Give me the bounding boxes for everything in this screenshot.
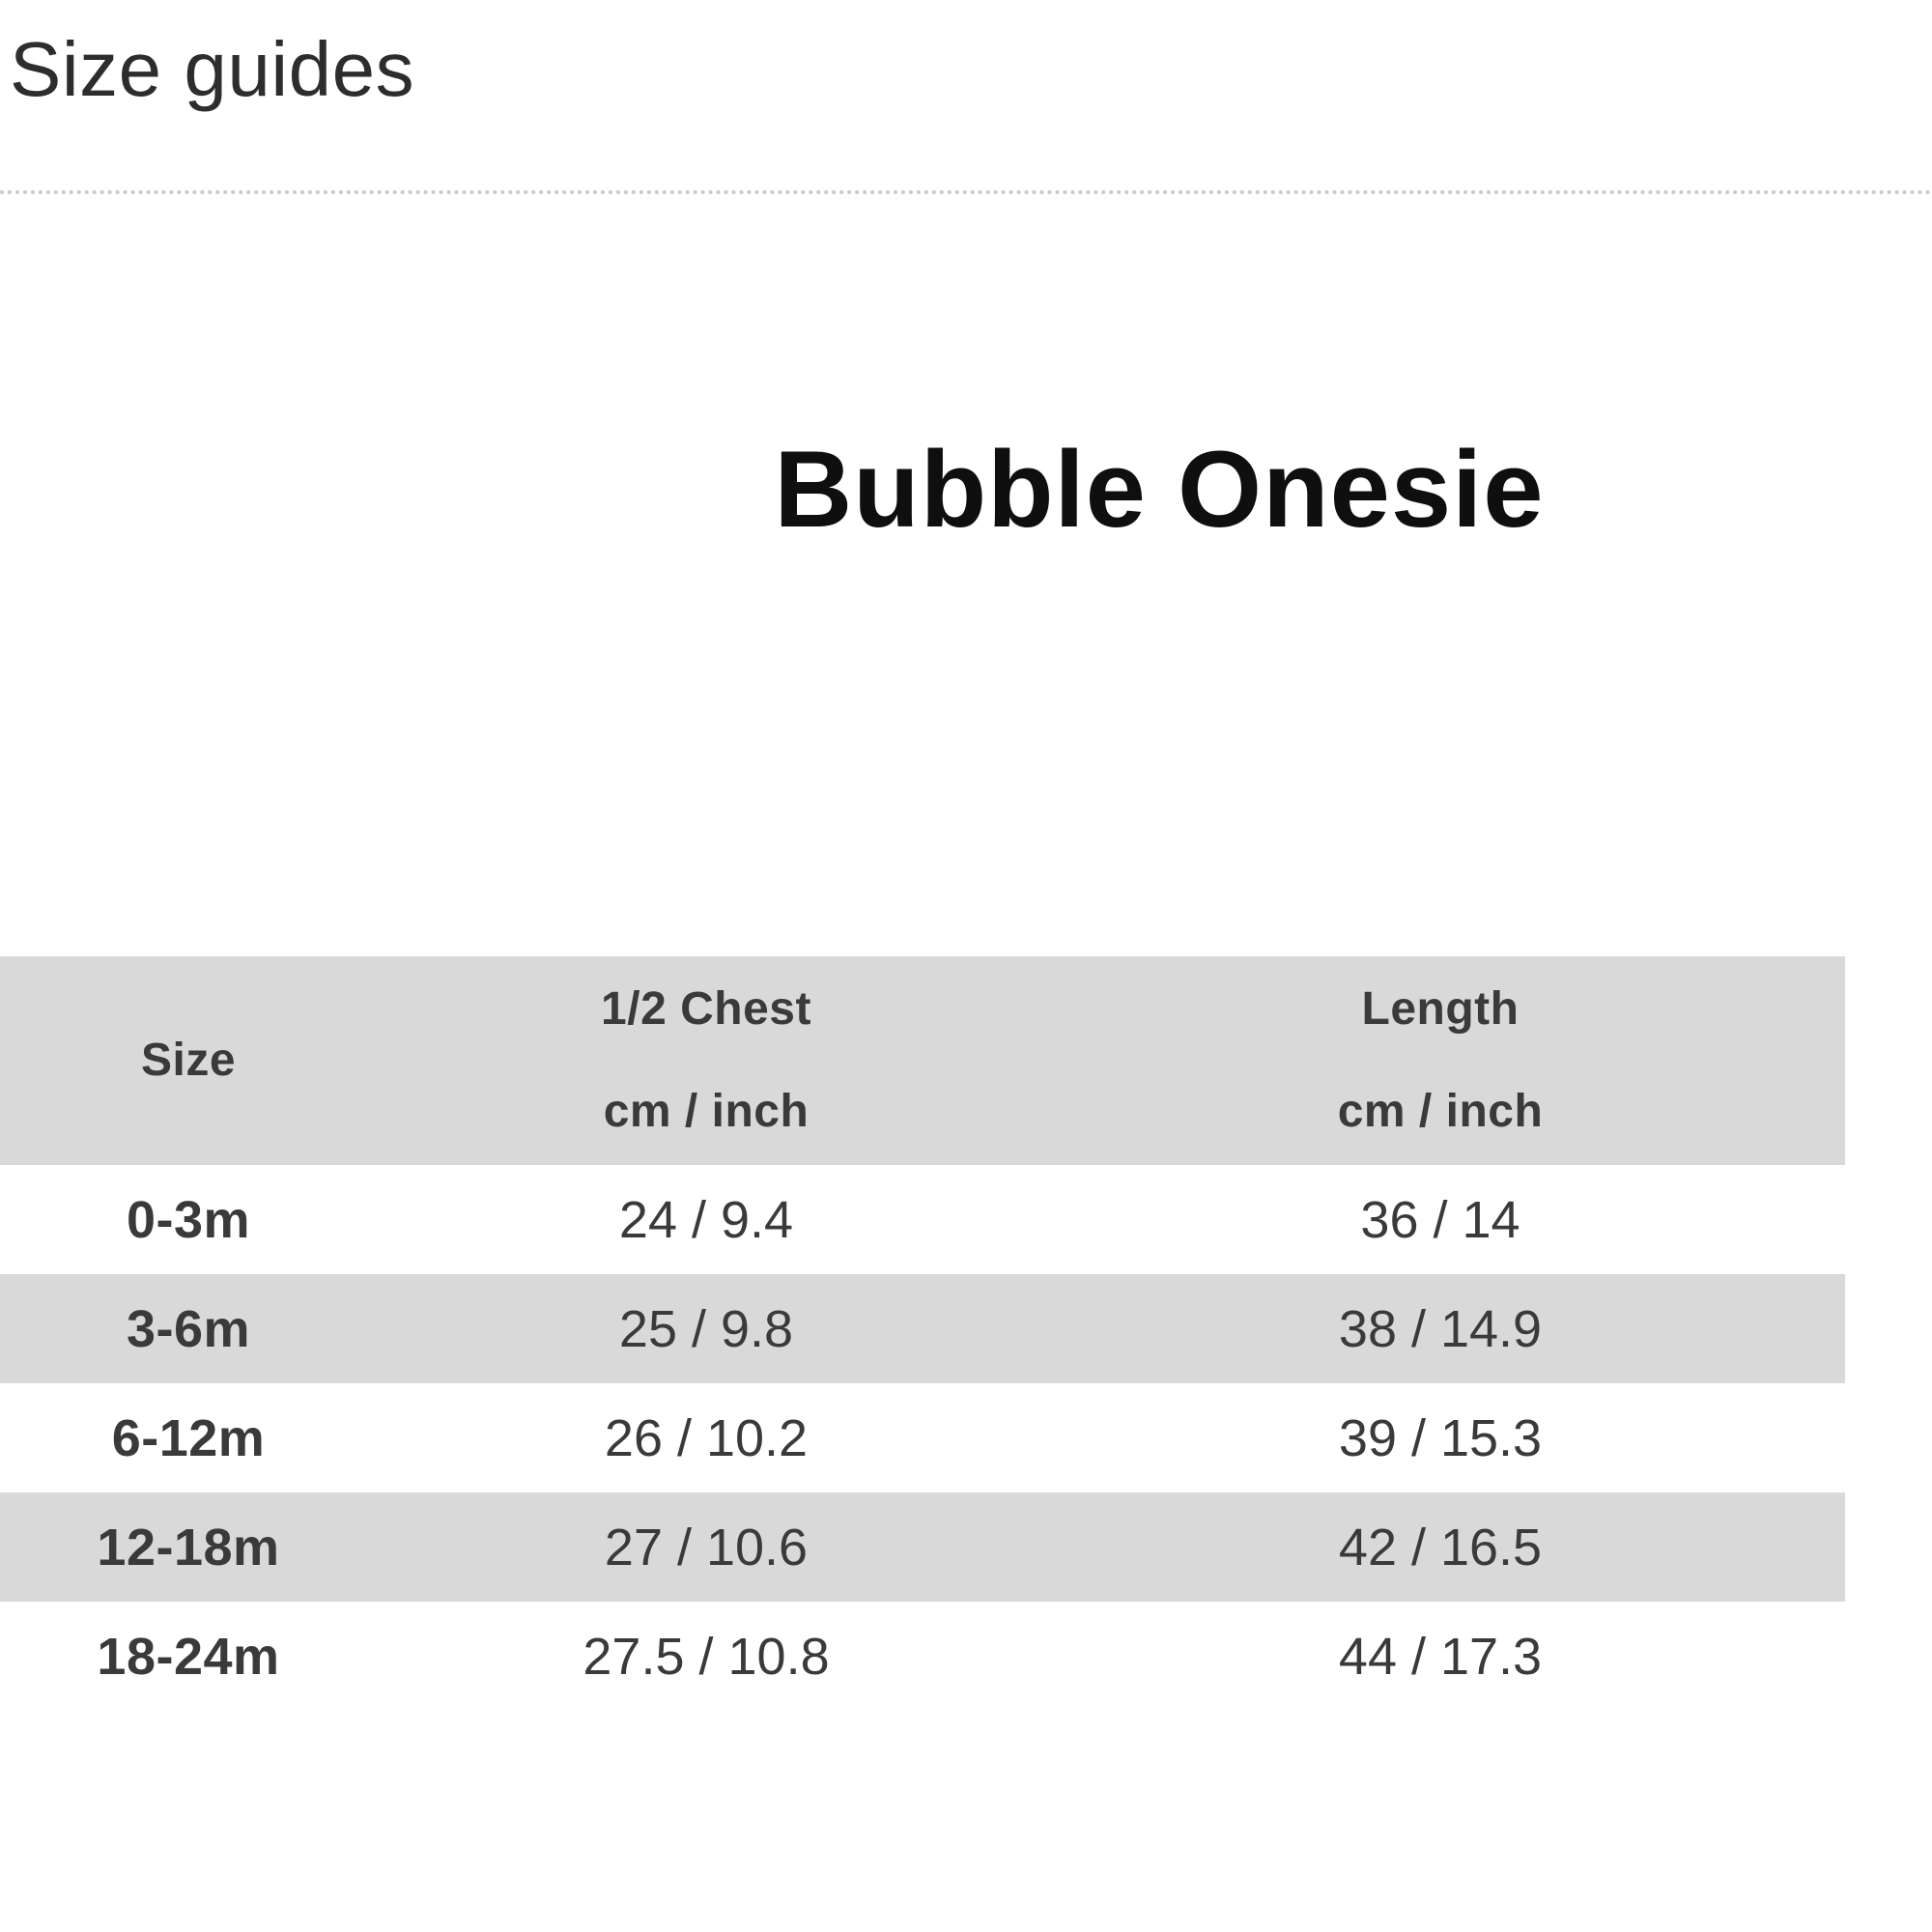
column-header-size-label: Size (140, 1035, 237, 1086)
cell-length: 39 / 15.3 (1338, 1408, 1543, 1467)
cell-size: 12-18m (97, 1518, 280, 1577)
table-row: 6-12m 26 / 10.2 39 / 15.3 (0, 1383, 1845, 1492)
cell-size: 18-24m (97, 1627, 280, 1686)
cell-size: 6-12m (111, 1408, 266, 1467)
size-guide-table: Size 1/2 Chest cm / inch Length cm / inc… (0, 956, 1845, 1711)
cell-chest: 26 / 10.2 (604, 1408, 809, 1467)
cell-chest: 27.5 / 10.8 (582, 1627, 830, 1686)
table-row: 3-6m 25 / 9.8 38 / 14.9 (0, 1274, 1845, 1383)
column-header-chest-label: 1/2 Chest (601, 983, 811, 1035)
dotted-divider (0, 190, 1932, 194)
column-header-length-unit: cm / inch (1337, 1086, 1544, 1137)
table-row: 12-18m 27 / 10.6 42 / 16.5 (0, 1492, 1845, 1602)
page-title: Size guides (10, 26, 415, 112)
cell-length: 36 / 14 (1360, 1190, 1520, 1249)
column-header-length: Length cm / inch (1036, 956, 1845, 1165)
cell-size: 0-3m (126, 1190, 251, 1249)
table-row: 0-3m 24 / 9.4 36 / 14 (0, 1165, 1845, 1274)
size-guide-table-header: Size 1/2 Chest cm / inch Length cm / inc… (0, 956, 1845, 1165)
cell-length: 42 / 16.5 (1338, 1518, 1543, 1577)
size-guide-table-body: 0-3m 24 / 9.4 36 / 14 3-6m 25 / 9.8 38 /… (0, 1165, 1845, 1711)
cell-size: 3-6m (126, 1299, 251, 1358)
column-header-chest: 1/2 Chest cm / inch (377, 956, 1036, 1165)
product-name-heading: Bubble Onesie (774, 429, 1545, 550)
column-header-size: Size (0, 956, 377, 1165)
cell-chest: 25 / 9.8 (618, 1299, 794, 1358)
column-header-chest-unit: cm / inch (603, 1086, 810, 1137)
cell-length: 38 / 14.9 (1338, 1299, 1543, 1358)
cell-chest: 24 / 9.4 (618, 1190, 794, 1249)
cell-chest: 27 / 10.6 (604, 1518, 809, 1577)
cell-length: 44 / 17.3 (1338, 1627, 1543, 1686)
table-row: 18-24m 27.5 / 10.8 44 / 17.3 (0, 1602, 1845, 1711)
column-header-length-label: Length (1361, 983, 1520, 1035)
header-row: Size 1/2 Chest cm / inch Length cm / inc… (0, 956, 1845, 1165)
